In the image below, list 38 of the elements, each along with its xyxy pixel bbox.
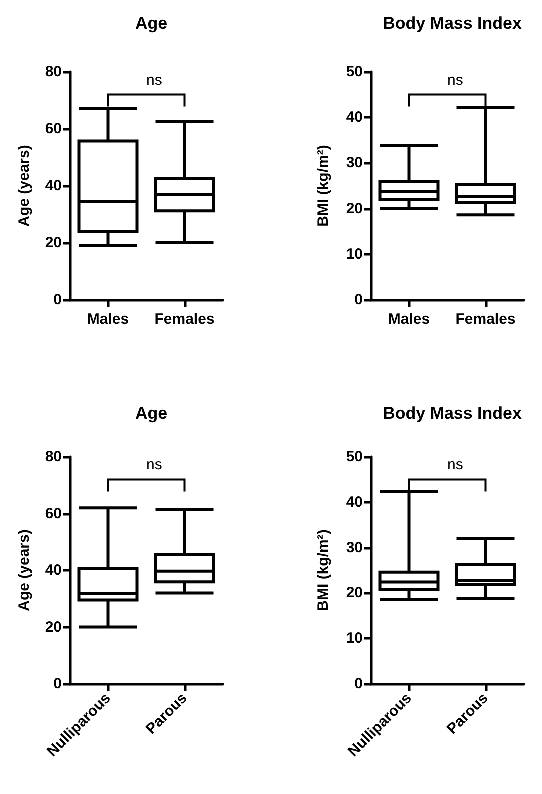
y-tick-label: 30 [346,539,363,556]
y-tick-label: 40 [45,562,62,579]
annotation: ns [146,456,162,474]
chart-title: Age [135,404,168,423]
y-tick-label: 40 [346,494,363,511]
y-tick-label: 10 [346,630,363,648]
chart-title: Body Mass Index [383,404,522,423]
annotation: ns [448,456,464,474]
y-tick-label: 0 [54,292,62,308]
x-tick-label: Females [456,311,516,328]
y-tick-label: 0 [54,676,62,692]
y-tick-label: 80 [45,448,62,466]
y-tick-label: 20 [346,200,363,218]
y-tick-label: 50 [346,64,363,80]
x-tick-label: Females [154,311,215,328]
annotation: ns [448,72,464,89]
y-axis-title: BMI (kg/m²) [315,145,332,227]
y-tick-label: 20 [45,618,62,636]
y-tick-label: 40 [346,109,363,126]
x-tick-label: Males [388,311,430,328]
y-tick-label: 30 [346,154,363,172]
y-axis-title: Age (years) [16,145,33,227]
y-tick-label: 0 [354,676,363,692]
y-tick-label: 60 [45,120,62,138]
annotation: ns [146,72,162,89]
x-tick-label: Males [87,311,130,328]
chart-title: Age [135,14,168,33]
y-tick-label: 50 [346,448,363,466]
y-tick-label: 20 [346,584,363,602]
y-tick-label: 40 [45,178,62,194]
y-tick-label: 80 [45,64,62,80]
y-tick-label: 20 [45,234,62,252]
y-axis-title: BMI (kg/m²) [315,530,332,612]
y-tick-label: 10 [346,246,363,263]
y-axis-title: Age (years) [16,530,33,612]
chart-title: Body Mass Index [383,14,522,33]
y-tick-label: 60 [45,505,62,522]
y-tick-label: 0 [354,292,363,308]
